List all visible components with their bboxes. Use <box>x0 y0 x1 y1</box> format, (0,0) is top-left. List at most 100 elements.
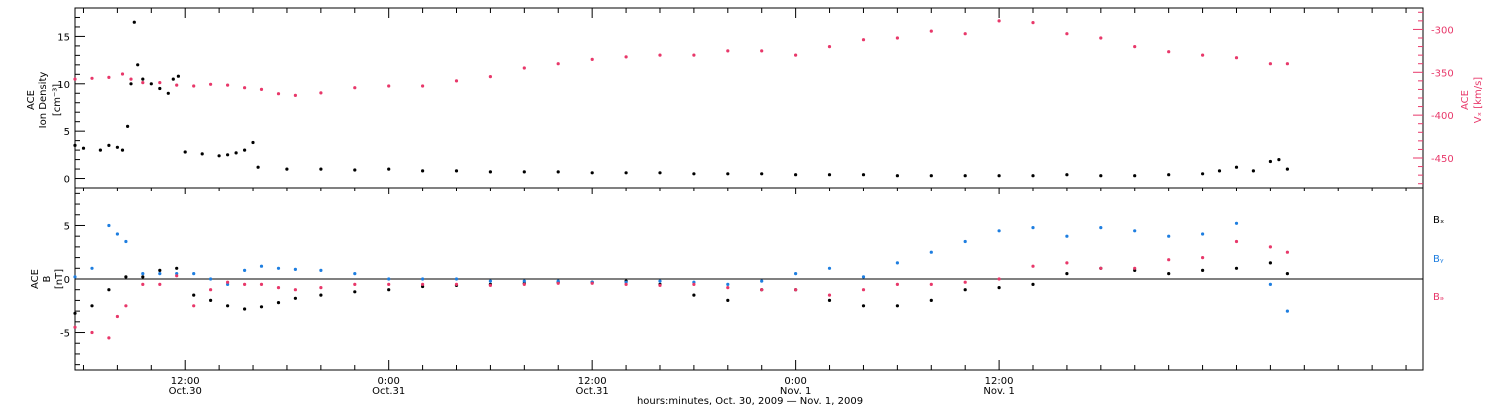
density-point <box>226 153 230 157</box>
density-point <box>488 170 492 174</box>
bz-point <box>387 282 391 286</box>
density-point <box>234 151 238 155</box>
density-point <box>120 148 125 152</box>
density-tick-label: 15 <box>57 32 70 43</box>
density-point <box>132 20 136 24</box>
density-point <box>158 86 162 91</box>
bz-point <box>115 314 119 319</box>
bx-point <box>1031 282 1035 286</box>
velocity-point <box>73 77 77 81</box>
field-axis-label-0: ACE <box>30 269 41 289</box>
date-tick-label: Nov. 1 <box>983 386 1014 397</box>
bz-point <box>1167 258 1171 262</box>
bz-point <box>421 282 425 286</box>
bz-point <box>1201 256 1205 260</box>
bz-point <box>997 277 1001 281</box>
bx-point <box>319 293 323 297</box>
bx-point <box>895 304 900 308</box>
bz-point <box>895 282 900 286</box>
bz-point <box>353 282 357 286</box>
density-point <box>200 152 204 156</box>
date-tick-label: Nov. 1 <box>780 386 811 397</box>
density-point <box>726 172 730 176</box>
bz-point <box>929 282 933 286</box>
velocity-point <box>276 92 281 96</box>
bz-point <box>1099 266 1103 270</box>
density-tick-label: 0 <box>64 175 70 186</box>
velocity-point <box>1031 21 1035 25</box>
density-point <box>387 167 391 171</box>
velocity-point <box>192 84 196 88</box>
velocity-point <box>827 45 832 49</box>
bx-point <box>175 266 179 270</box>
bz-point <box>624 282 628 286</box>
by-point <box>1065 234 1069 238</box>
bx-point <box>73 311 77 315</box>
bx-point <box>861 304 866 308</box>
density-point <box>1277 158 1281 162</box>
density-axis-label-0: ACE <box>26 90 37 110</box>
bz-point <box>658 283 662 287</box>
density-point <box>963 174 967 178</box>
time-tick-label: 0:00 <box>784 376 806 387</box>
time-tick-label: 12:00 <box>985 376 1014 387</box>
bz-point <box>726 286 730 290</box>
velocity-point <box>353 86 357 90</box>
bz-point <box>276 286 281 290</box>
bx-point <box>276 301 281 305</box>
bz-point <box>141 282 145 286</box>
bz-point <box>192 304 196 308</box>
bx-point <box>726 298 730 302</box>
velocity-point <box>522 66 526 70</box>
by-point <box>90 266 94 270</box>
magnetic-field-marks <box>73 221 1289 340</box>
by-point <box>556 279 560 283</box>
density-point <box>760 172 764 176</box>
by-point <box>124 239 128 244</box>
by-point <box>827 266 832 270</box>
by-point <box>192 272 196 276</box>
density-velocity-marks <box>73 19 1289 178</box>
by-point <box>692 280 696 284</box>
bz-point <box>293 288 297 292</box>
velocity-point <box>794 53 798 57</box>
by-point <box>209 277 213 281</box>
bz-point <box>1285 250 1289 254</box>
bz-point <box>692 282 696 286</box>
density-point <box>136 63 140 67</box>
magnetic-field-panel: -5 0 5 ACE B [nT] Bₓ Bᵧ Bₔ <box>30 187 1444 371</box>
density-point <box>454 169 459 173</box>
bx-point <box>929 298 933 302</box>
velocity-tick-label: -400 <box>1431 111 1454 122</box>
by-point <box>488 279 492 283</box>
by-point <box>726 282 730 286</box>
density-point <box>624 171 628 175</box>
velocity-point <box>556 62 560 66</box>
time-axis: 12:00Oct.300:00Oct.3112:00Oct.310:00Nov.… <box>82 8 1407 397</box>
density-point <box>658 171 662 175</box>
by-point <box>276 266 281 270</box>
velocity-point <box>387 84 391 88</box>
bx-point <box>124 275 128 279</box>
bz-point <box>124 304 128 308</box>
density-point <box>1234 165 1239 169</box>
density-point <box>353 168 357 172</box>
bx-point <box>90 304 94 308</box>
by-point <box>963 239 967 244</box>
bz-point <box>175 274 179 278</box>
velocity-point <box>90 76 94 80</box>
by-point <box>226 282 230 286</box>
velocity-point <box>243 86 247 90</box>
by-point <box>624 280 628 284</box>
density-point <box>1167 173 1171 177</box>
field-tick-label: -5 <box>60 329 70 340</box>
velocity-point <box>1065 32 1069 36</box>
by-point <box>997 229 1001 233</box>
bz-point <box>1133 266 1137 270</box>
top-panel-frame <box>74 7 1424 189</box>
velocity-point <box>209 82 213 86</box>
bx-point <box>1167 272 1171 276</box>
velocity-point <box>963 32 967 36</box>
